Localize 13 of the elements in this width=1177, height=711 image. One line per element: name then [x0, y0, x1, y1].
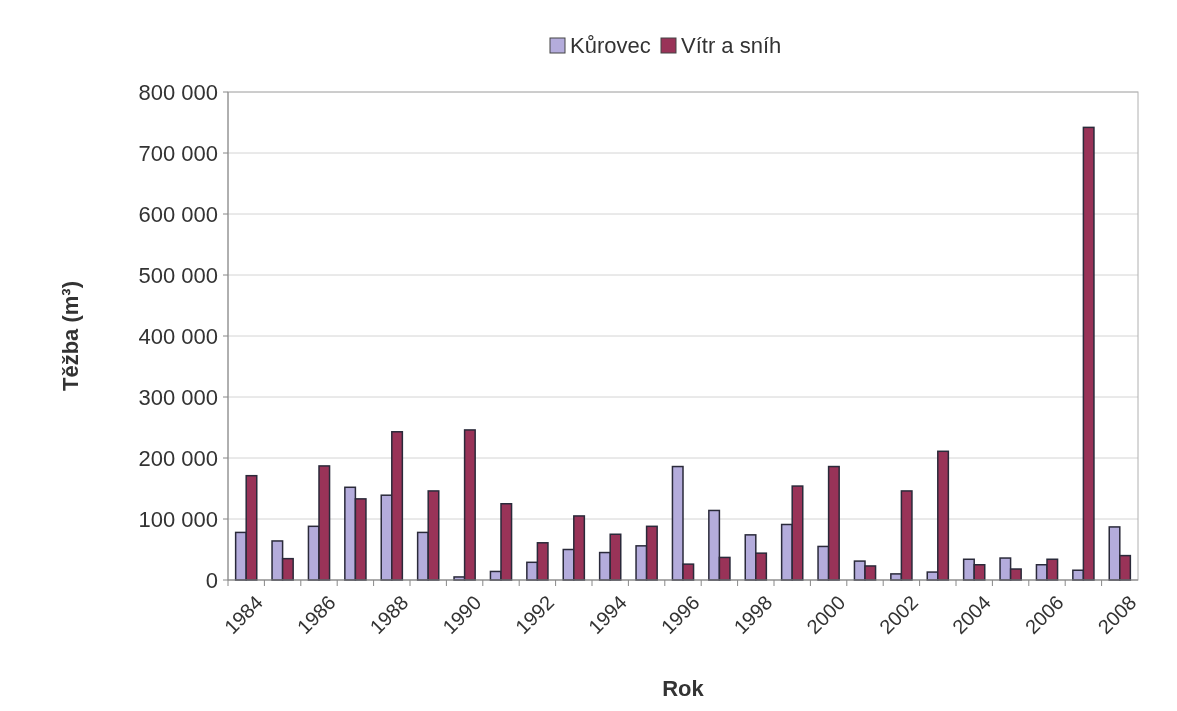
legend-label: Vítr a sníh	[681, 33, 782, 58]
y-tick-label: 400 000	[138, 323, 218, 349]
y-tick-label: 200 000	[138, 445, 218, 471]
y-tick-label: 500 000	[138, 262, 218, 288]
y-tick-label: 800 000	[138, 79, 218, 105]
y-tick-label: 0	[205, 567, 218, 593]
y-tick-label: 300 000	[138, 384, 218, 410]
x-axis-title: Rok	[662, 676, 705, 701]
y-tick-label: 700 000	[138, 140, 218, 166]
y-tick-label: 100 000	[138, 506, 218, 532]
y-tick-label: 600 000	[138, 201, 218, 227]
y-axis-title: Těžba (m³)	[58, 281, 83, 391]
legend-label: Kůrovec	[570, 33, 651, 58]
